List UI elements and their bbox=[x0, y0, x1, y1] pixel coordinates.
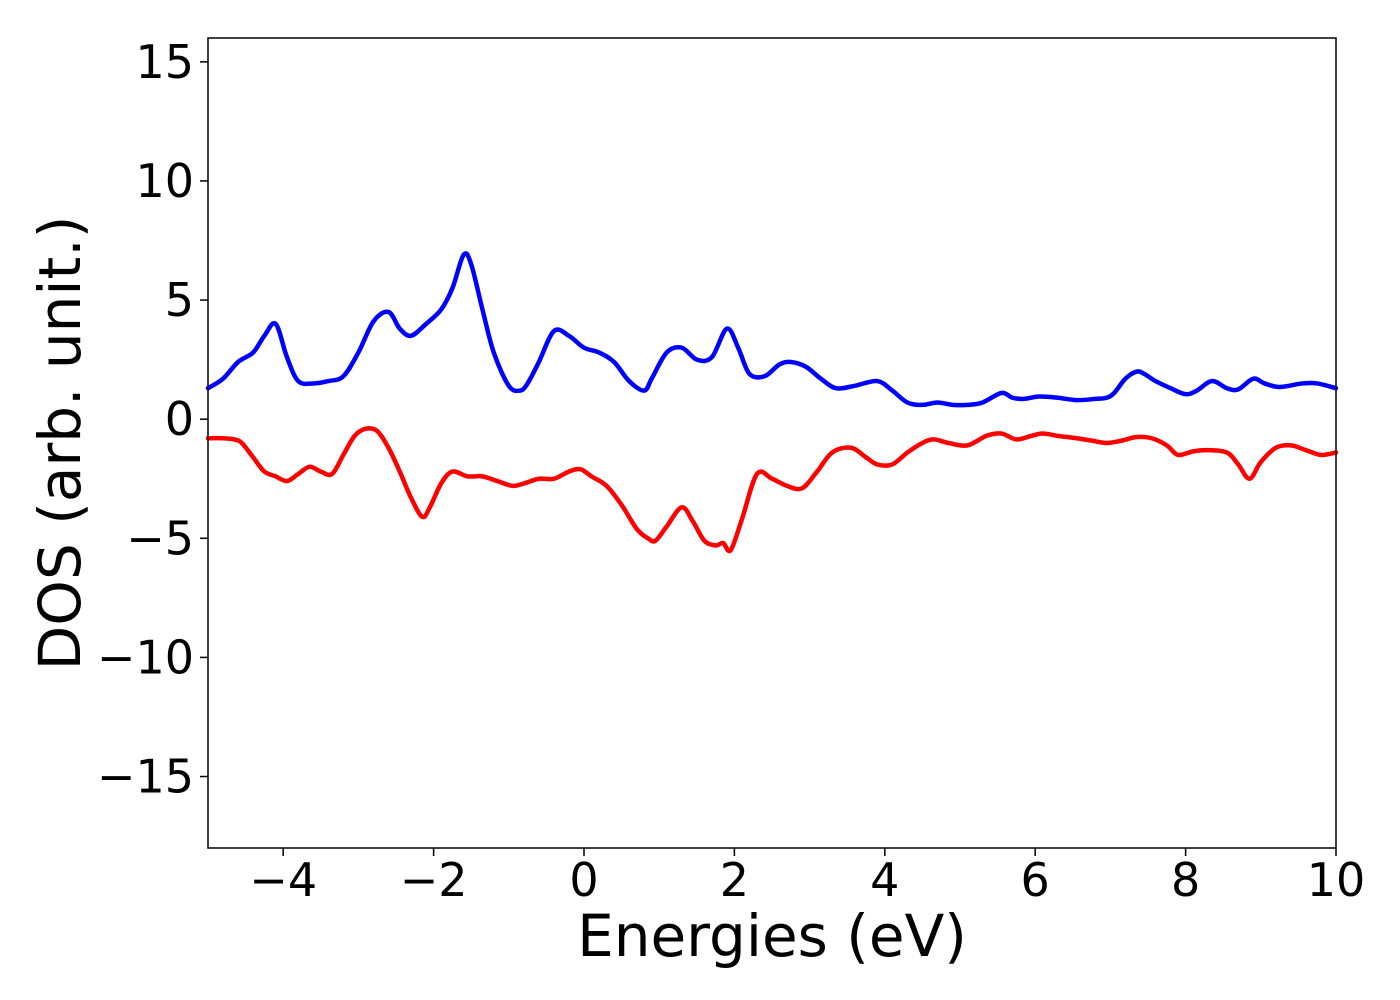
series-1-line bbox=[205, 251, 1339, 408]
y-tick-label: −15 bbox=[97, 750, 194, 804]
x-tick-label: 10 bbox=[1307, 853, 1366, 907]
x-tick-label: 0 bbox=[569, 853, 598, 907]
x-tick-label: 2 bbox=[720, 853, 749, 907]
series-2-line bbox=[205, 426, 1339, 554]
plot-frame bbox=[207, 37, 1337, 849]
y-tick-label: 10 bbox=[135, 154, 194, 208]
x-axis-label: Energies (eV) bbox=[577, 902, 967, 970]
y-tick-label: 5 bbox=[165, 273, 194, 327]
y-tick-label: 15 bbox=[135, 35, 194, 89]
y-tick-label: 0 bbox=[165, 392, 194, 446]
series-layer bbox=[205, 251, 1339, 554]
y-axis-label: DOS (arb. unit.) bbox=[26, 216, 94, 671]
x-tick-label: −2 bbox=[400, 853, 468, 907]
x-tick-label: −4 bbox=[249, 853, 317, 907]
x-tick-label: 6 bbox=[1021, 853, 1050, 907]
x-tick-label: 8 bbox=[1171, 853, 1200, 907]
x-tick-label: 4 bbox=[870, 853, 899, 907]
x-axis-ticks: −4 −2 0 2 4 6 8 10 bbox=[249, 848, 1365, 907]
y-tick-label: −10 bbox=[97, 630, 194, 684]
y-axis-ticks: 15 10 5 0 −5 −10 −15 bbox=[97, 35, 208, 804]
y-tick-label: −5 bbox=[126, 511, 194, 565]
